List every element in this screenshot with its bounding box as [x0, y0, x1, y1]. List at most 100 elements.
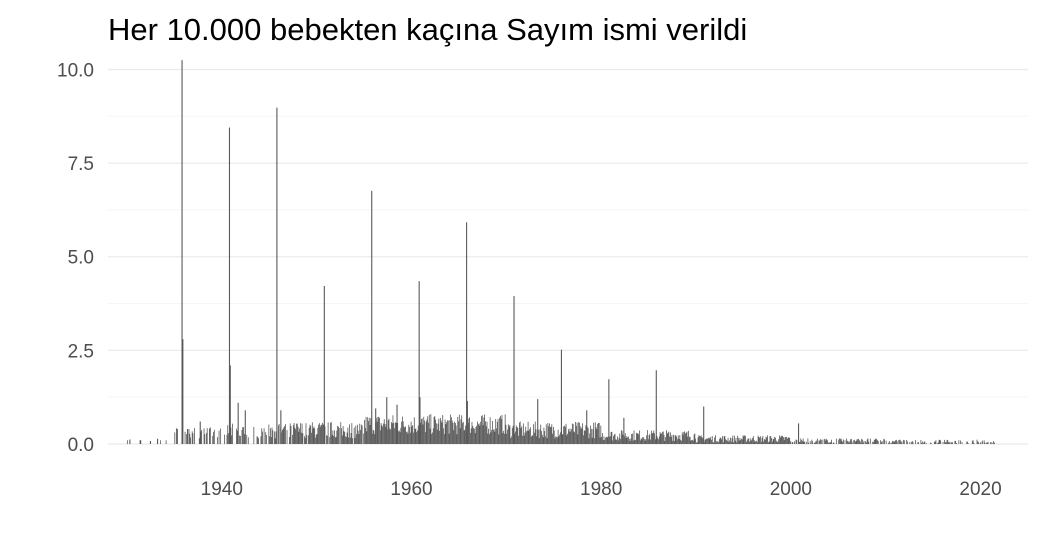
- bar-background: [899, 440, 901, 444]
- bar-background: [552, 433, 553, 444]
- bar-background: [505, 424, 507, 444]
- y-tick-label: 0.0: [68, 435, 94, 456]
- bar-background: [311, 422, 313, 444]
- bar-background: [239, 435, 241, 444]
- bar-background: [861, 438, 863, 444]
- bar-background: [562, 434, 564, 444]
- bar-background: [888, 441, 890, 444]
- bar-background: [390, 429, 391, 444]
- bar-background: [353, 427, 355, 444]
- bar-background: [992, 442, 994, 444]
- bar-background: [713, 442, 715, 444]
- bar-background: [473, 428, 475, 444]
- bar-background: [336, 430, 338, 444]
- bar-background: [590, 425, 591, 444]
- bar-background: [741, 439, 743, 444]
- bar-background: [126, 440, 128, 444]
- bar-background: [352, 438, 354, 444]
- bar-background: [220, 428, 222, 444]
- bar-background: [782, 436, 784, 444]
- bar: [149, 441, 151, 444]
- bar-background: [693, 434, 695, 444]
- bar-background: [447, 420, 449, 444]
- bar-background: [760, 436, 761, 444]
- bar-background: [449, 420, 451, 444]
- bar-background: [492, 420, 493, 444]
- bar-background: [665, 437, 667, 444]
- bar-background: [341, 435, 343, 444]
- bar-background: [642, 436, 644, 444]
- bar-background: [827, 440, 829, 444]
- bar-background: [831, 439, 832, 444]
- bar-background: [435, 419, 437, 444]
- bar-background: [473, 428, 474, 444]
- bar-background: [755, 441, 757, 444]
- bar-background: [365, 416, 367, 444]
- bar-background: [278, 423, 280, 444]
- bar-background: [741, 438, 742, 444]
- bar-background: [536, 436, 538, 444]
- bar-background: [657, 437, 659, 444]
- bar-background: [501, 414, 503, 444]
- bar-background: [517, 427, 519, 444]
- bar-background: [632, 433, 633, 444]
- bar-background: [489, 417, 491, 444]
- bar-background: [681, 432, 683, 444]
- bar: [176, 429, 178, 444]
- bar-background: [677, 435, 679, 444]
- bar-background: [402, 421, 404, 444]
- bar-background: [560, 432, 561, 444]
- bar-background: [730, 437, 731, 444]
- bar-background: [617, 440, 619, 444]
- bar-background: [413, 417, 415, 444]
- bar-background: [284, 426, 286, 444]
- bar-background: [663, 434, 665, 444]
- bar-background: [745, 442, 747, 444]
- bar-background: [344, 431, 346, 444]
- bar-background: [189, 433, 191, 444]
- bar-background: [436, 429, 438, 444]
- bar-background: [417, 425, 419, 444]
- bar-background: [571, 423, 573, 444]
- bar-background: [639, 440, 641, 444]
- bar-background: [958, 440, 960, 444]
- bar-background: [701, 436, 703, 444]
- bar-background: [851, 441, 853, 444]
- bar-background: [206, 428, 208, 444]
- bar-background: [518, 422, 520, 444]
- bar-background: [387, 429, 388, 444]
- bar-background: [534, 432, 535, 444]
- bar-background: [243, 427, 244, 444]
- bar-background: [348, 437, 350, 444]
- bar-background: [770, 436, 772, 444]
- bar-background: [231, 435, 233, 444]
- bar: [157, 438, 159, 444]
- bar-background: [948, 442, 950, 444]
- bar-background: [565, 423, 567, 444]
- bar-background: [447, 420, 448, 444]
- bar-background: [557, 429, 559, 444]
- bar-background: [601, 436, 602, 444]
- bar-background: [685, 432, 687, 444]
- bar-background: [906, 439, 908, 444]
- bar-background: [746, 440, 748, 444]
- bar-background: [236, 430, 238, 444]
- bar-background: [621, 431, 623, 444]
- bar-background: [775, 437, 776, 444]
- bar-background: [576, 422, 578, 444]
- bar-background: [483, 417, 485, 444]
- bar-background: [559, 434, 561, 444]
- bar-background: [319, 426, 321, 444]
- bar-background: [478, 423, 480, 444]
- bar-background: [711, 436, 713, 444]
- bar: [537, 399, 539, 444]
- bar-background: [824, 438, 825, 444]
- bar-background: [426, 419, 428, 444]
- bar-background: [673, 434, 674, 444]
- bar-background: [898, 440, 900, 444]
- bar-background: [370, 418, 372, 444]
- bar-background: [935, 440, 937, 444]
- bar-background: [628, 438, 630, 444]
- bar-background: [292, 434, 293, 444]
- bar: [419, 397, 421, 444]
